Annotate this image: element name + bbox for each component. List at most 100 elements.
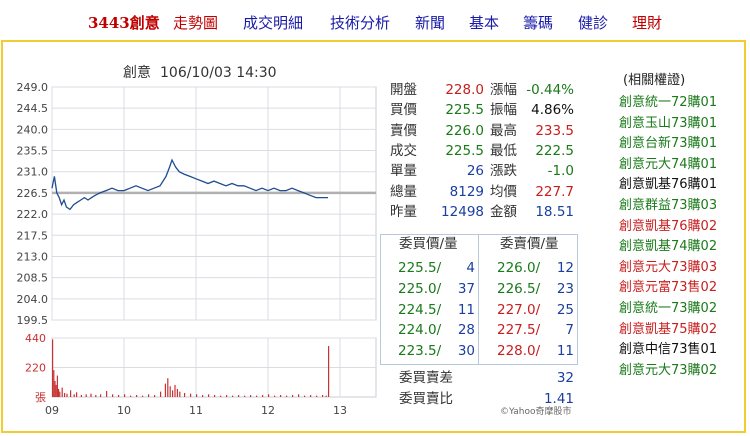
volume-bar — [286, 395, 288, 397]
volume-bar — [274, 395, 276, 397]
nav-tab-finance[interactable]: 理財 — [632, 14, 663, 32]
order-book-sell-header: 委賣價/量 — [500, 236, 559, 252]
volume-tick-label: 440 — [25, 332, 46, 345]
warrant-link[interactable]: 創意群益73購03 — [619, 198, 718, 213]
warrant-link[interactable]: 創意台新73購01 — [619, 136, 718, 152]
volume-bar — [220, 395, 222, 397]
volume-bar — [112, 394, 114, 397]
bid-price: 223.5/ — [398, 343, 442, 360]
volume-bar — [184, 392, 186, 397]
warrant-link[interactable]: 創意元大73購02 — [619, 362, 718, 378]
warrant-link[interactable]: 創意中信73售01 — [619, 342, 718, 358]
volume-bar — [179, 391, 181, 397]
volume-bar — [262, 394, 264, 397]
volume-bar — [160, 391, 162, 397]
volume-bar — [64, 392, 66, 397]
volume-bar — [106, 390, 108, 397]
nav-tab-news[interactable]: 新聞 — [415, 14, 446, 32]
ask-price: 228.0/ — [497, 343, 541, 360]
warrant-link[interactable]: 創意凱基74購02 — [619, 239, 718, 255]
top-nav: 3443創意 走勢圖 成交明細 技術分析 新聞 基本 籌碼 健診 理財 — [0, 0, 750, 40]
volume-bar — [142, 395, 144, 397]
x-tick-label: 09 — [45, 404, 59, 417]
volume-bar — [172, 390, 174, 397]
nav-tab-chips[interactable]: 籌碼 — [523, 14, 554, 32]
volume-bar — [176, 388, 178, 397]
volume-bar — [53, 370, 55, 397]
warrant-link[interactable]: 創意凱基76購02 — [619, 218, 718, 234]
y-tick-label: 244.5 — [17, 102, 49, 115]
y-tick-label: 249.0 — [17, 81, 49, 94]
ask-volume: 25 — [556, 301, 574, 318]
volume-bar — [328, 346, 330, 397]
warrant-link[interactable]: 創意統一73購02 — [619, 301, 718, 316]
volume-bar — [58, 388, 60, 397]
warrant-link[interactable]: 創意元大74購01 — [619, 156, 718, 172]
volume-bar — [226, 394, 228, 397]
volume-bar — [54, 380, 56, 397]
bid-price: 225.5/ — [398, 260, 442, 276]
nav-tab-trend[interactable]: 走勢圖 — [173, 14, 219, 32]
chart-datetime: 106/10/03 14:30 — [160, 65, 277, 81]
warrants-title: (相關權證) — [623, 73, 686, 88]
x-tick-label: 10 — [117, 404, 131, 417]
quote-value: 4.86% — [531, 102, 574, 119]
volume-bar — [124, 394, 126, 397]
warrant-link[interactable]: 創意元富73售02 — [619, 280, 718, 296]
warrant-link[interactable]: 創意凱基76購01 — [619, 177, 718, 193]
price-line — [51, 158, 328, 211]
x-tick-label: 11 — [189, 404, 203, 417]
volume-bar — [148, 394, 150, 397]
volume-bar — [136, 394, 138, 397]
volume-bar — [190, 393, 192, 397]
chart-x-ticks: 09 10 11 12 13 — [45, 404, 347, 417]
quote-value: 226.0 — [445, 122, 484, 139]
nav-tab-basic[interactable]: 基本 — [469, 14, 500, 32]
quote-label: 總量 — [390, 183, 417, 200]
chart-y-ticks: 249.0 244.5 240.0 235.5 231.0 226.5 222.0 217.5… — [17, 81, 49, 327]
quote-value: 225.5 — [445, 142, 484, 159]
volume-bar — [316, 395, 318, 397]
warrant-link[interactable]: 創意元大73購03 — [619, 259, 718, 275]
warrant-link[interactable]: 創意玉山73購01 — [619, 115, 718, 131]
volume-bars — [52, 339, 330, 397]
quote-label: 成交 — [390, 142, 417, 159]
volume-bar — [238, 394, 240, 397]
nav-tab-checkup[interactable]: 健診 — [578, 14, 609, 32]
bid-volume: 4 — [466, 260, 475, 276]
quote-value: 233.5 — [535, 122, 574, 139]
volume-bar — [174, 384, 176, 397]
y-tick-label: 231.0 — [17, 166, 49, 179]
volume-bar — [59, 391, 61, 397]
nav-tab-technical[interactable]: 技術分析 — [330, 14, 391, 32]
warrant-link[interactable]: 創意統一72購01 — [619, 95, 718, 110]
y-tick-label: 208.5 — [17, 272, 49, 285]
y-tick-label: 213.0 — [17, 250, 49, 263]
volume-bar — [90, 393, 92, 397]
volume-bar — [118, 394, 120, 397]
quote-value: -0.44% — [526, 82, 574, 98]
ask-price: 226.0/ — [497, 260, 541, 276]
ask-price: 226.5/ — [497, 280, 541, 297]
bid-price: 224.0/ — [398, 322, 442, 339]
ask-volume: 12 — [556, 260, 574, 276]
ask-price: 227.5/ — [497, 322, 541, 339]
volume-bar — [61, 387, 63, 397]
y-tick-label: 217.5 — [17, 229, 49, 242]
ask-price: 227.0/ — [497, 301, 541, 318]
ask-volume: 23 — [556, 280, 574, 297]
ask-volume: 11 — [556, 343, 574, 360]
volume-bar — [85, 394, 87, 397]
content-frame — [1, 40, 746, 433]
y-tick-label: 240.0 — [17, 123, 49, 136]
volume-bar — [268, 394, 270, 397]
volume-bar — [232, 395, 234, 397]
order-book-divider — [380, 234, 479, 365]
volume-bar — [56, 375, 58, 397]
nav-tab-trades[interactable]: 成交明細 — [243, 14, 304, 32]
volume-bar — [202, 394, 204, 397]
warrant-link[interactable]: 創意凱基75購02 — [619, 321, 718, 337]
volume-bar — [70, 390, 72, 397]
nav-stock-link[interactable]: 3443創意 — [88, 14, 160, 32]
order-ratio-label: 委買賣比 — [399, 391, 453, 407]
